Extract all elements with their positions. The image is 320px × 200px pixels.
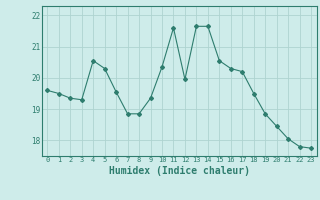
X-axis label: Humidex (Indice chaleur): Humidex (Indice chaleur) bbox=[109, 166, 250, 176]
